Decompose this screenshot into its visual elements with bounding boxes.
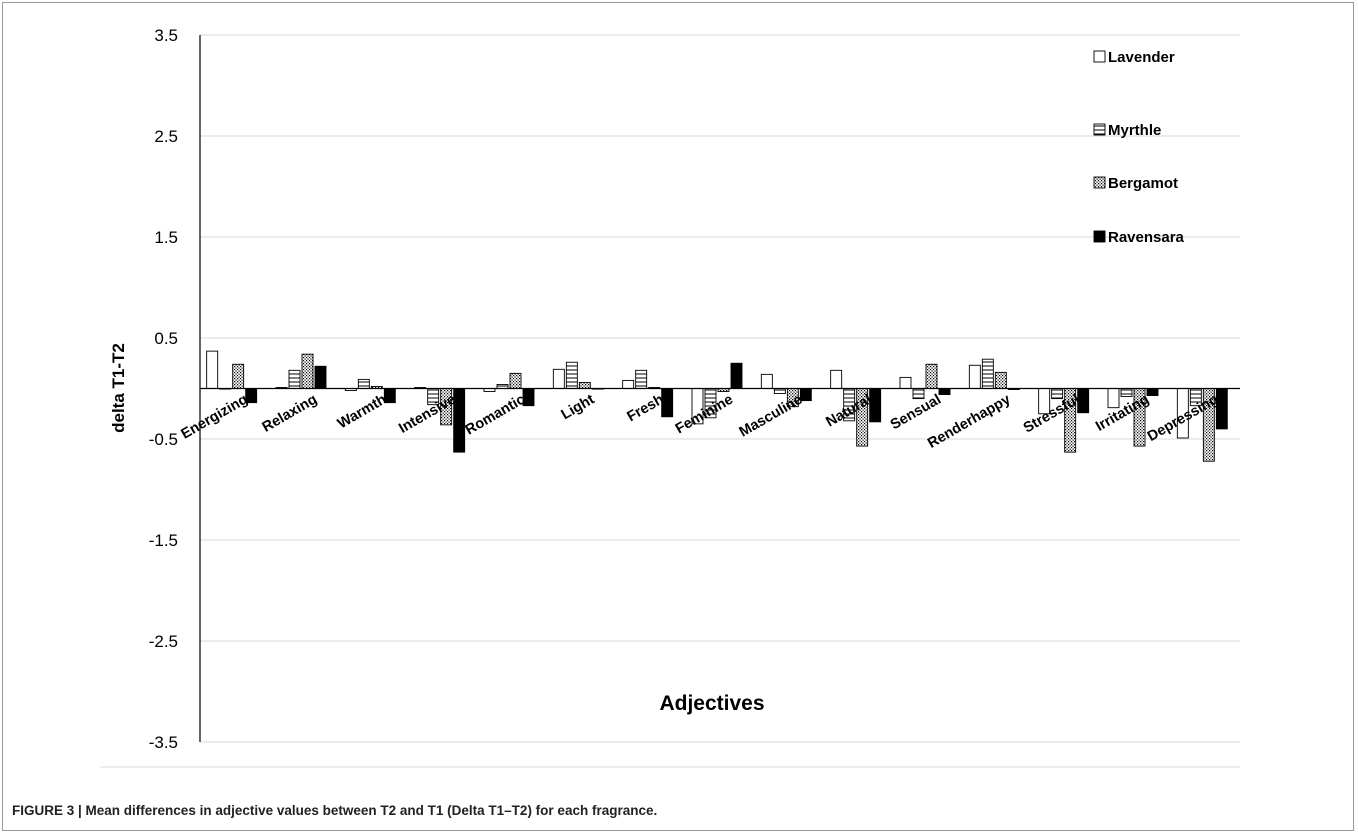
legend-swatch-bergamot (1093, 176, 1106, 189)
bar-myrthle-warmth (357, 378, 370, 389)
y-tick-label: 0.5 (154, 329, 178, 348)
y-tick-label: 3.5 (154, 26, 178, 45)
bar-lavender-natural (830, 369, 843, 389)
y-tick-label: -3.5 (149, 733, 178, 752)
bar-bergamot-renderhappy (994, 371, 1007, 389)
category-label: Fresh (624, 392, 666, 426)
y-tick-label: 1.5 (154, 228, 178, 247)
category-label: Light (559, 392, 598, 424)
bar-myrthle-stressful (1051, 388, 1064, 400)
bar-lavender-masculine (760, 373, 773, 389)
bar-myrthle-light (565, 361, 578, 389)
figure-caption: FIGURE 3 | Mean differences in adjective… (12, 803, 658, 818)
bar-lavender-irritating (1107, 388, 1120, 409)
bar-bergamot-relaxing (301, 353, 314, 389)
category-label: Warmth (335, 392, 389, 433)
bar-lavender-renderhappy (968, 364, 981, 389)
y-tick-label: -0.5 (149, 430, 178, 449)
bar-ravensara-irritating (1146, 388, 1159, 397)
bar-bergamot-romantic (509, 372, 522, 389)
bar-ravensara-intensive (453, 388, 466, 453)
bar-ravensara-relaxing (314, 365, 327, 389)
bar-bergamot-energizing (232, 363, 245, 389)
legend-swatch-lavender (1093, 50, 1106, 63)
gridlines (100, 34, 1240, 768)
y-tick-label: -2.5 (149, 632, 178, 651)
bar-myrthle-renderhappy (981, 358, 994, 389)
category-label: Feminine (673, 392, 736, 438)
y-axis-title: delta T1-T2 (109, 343, 128, 433)
legend-label-lavender: Lavender (1108, 49, 1175, 66)
bar-bergamot-sensual (925, 363, 938, 389)
bar-myrthle-masculine (773, 388, 786, 394)
legend: Lavender Myrthle Bergamot Ravensara (1093, 49, 1185, 246)
y-tick-label: -1.5 (149, 531, 178, 550)
category-label: Relaxing (260, 392, 320, 436)
bar-lavender-light (552, 368, 565, 389)
bar-lavender-sensual (899, 376, 912, 389)
legend-swatch-myrthle (1093, 123, 1106, 136)
bar-ravensara-sensual (938, 388, 951, 396)
bar-myrthle-fresh (635, 369, 648, 389)
legend-label-myrthle: Myrthle (1108, 122, 1161, 139)
category-label: Romantic (463, 392, 528, 439)
category-label: Energizing (178, 392, 250, 443)
bar-lavender-energizing (206, 350, 219, 389)
bar-bergamot-light (578, 381, 591, 389)
bar-myrthle-sensual (912, 388, 925, 400)
bar-myrthle-relaxing (288, 369, 301, 389)
y-tick-labels: 3.5 2.5 1.5 0.5 -0.5 -1.5 -2.5 -3.5 (149, 26, 178, 752)
x-axis-title: Adjectives (659, 692, 764, 715)
bar-ravensara-depressing (1215, 388, 1228, 430)
legend-label-bergamot: Bergamot (1108, 175, 1178, 192)
legend-swatch-ravensara (1093, 230, 1106, 243)
bar-ravensara-masculine (799, 388, 812, 402)
bar-ravensara-feminine (730, 362, 743, 389)
y-tick-label: 2.5 (154, 127, 178, 146)
bar-myrthle-romantic (496, 384, 509, 389)
bar-lavender-fresh (622, 379, 635, 389)
bar-myrthle-irritating (1120, 388, 1133, 398)
legend-label-ravensara: Ravensara (1108, 229, 1185, 246)
category-label: Masculine (737, 392, 806, 441)
